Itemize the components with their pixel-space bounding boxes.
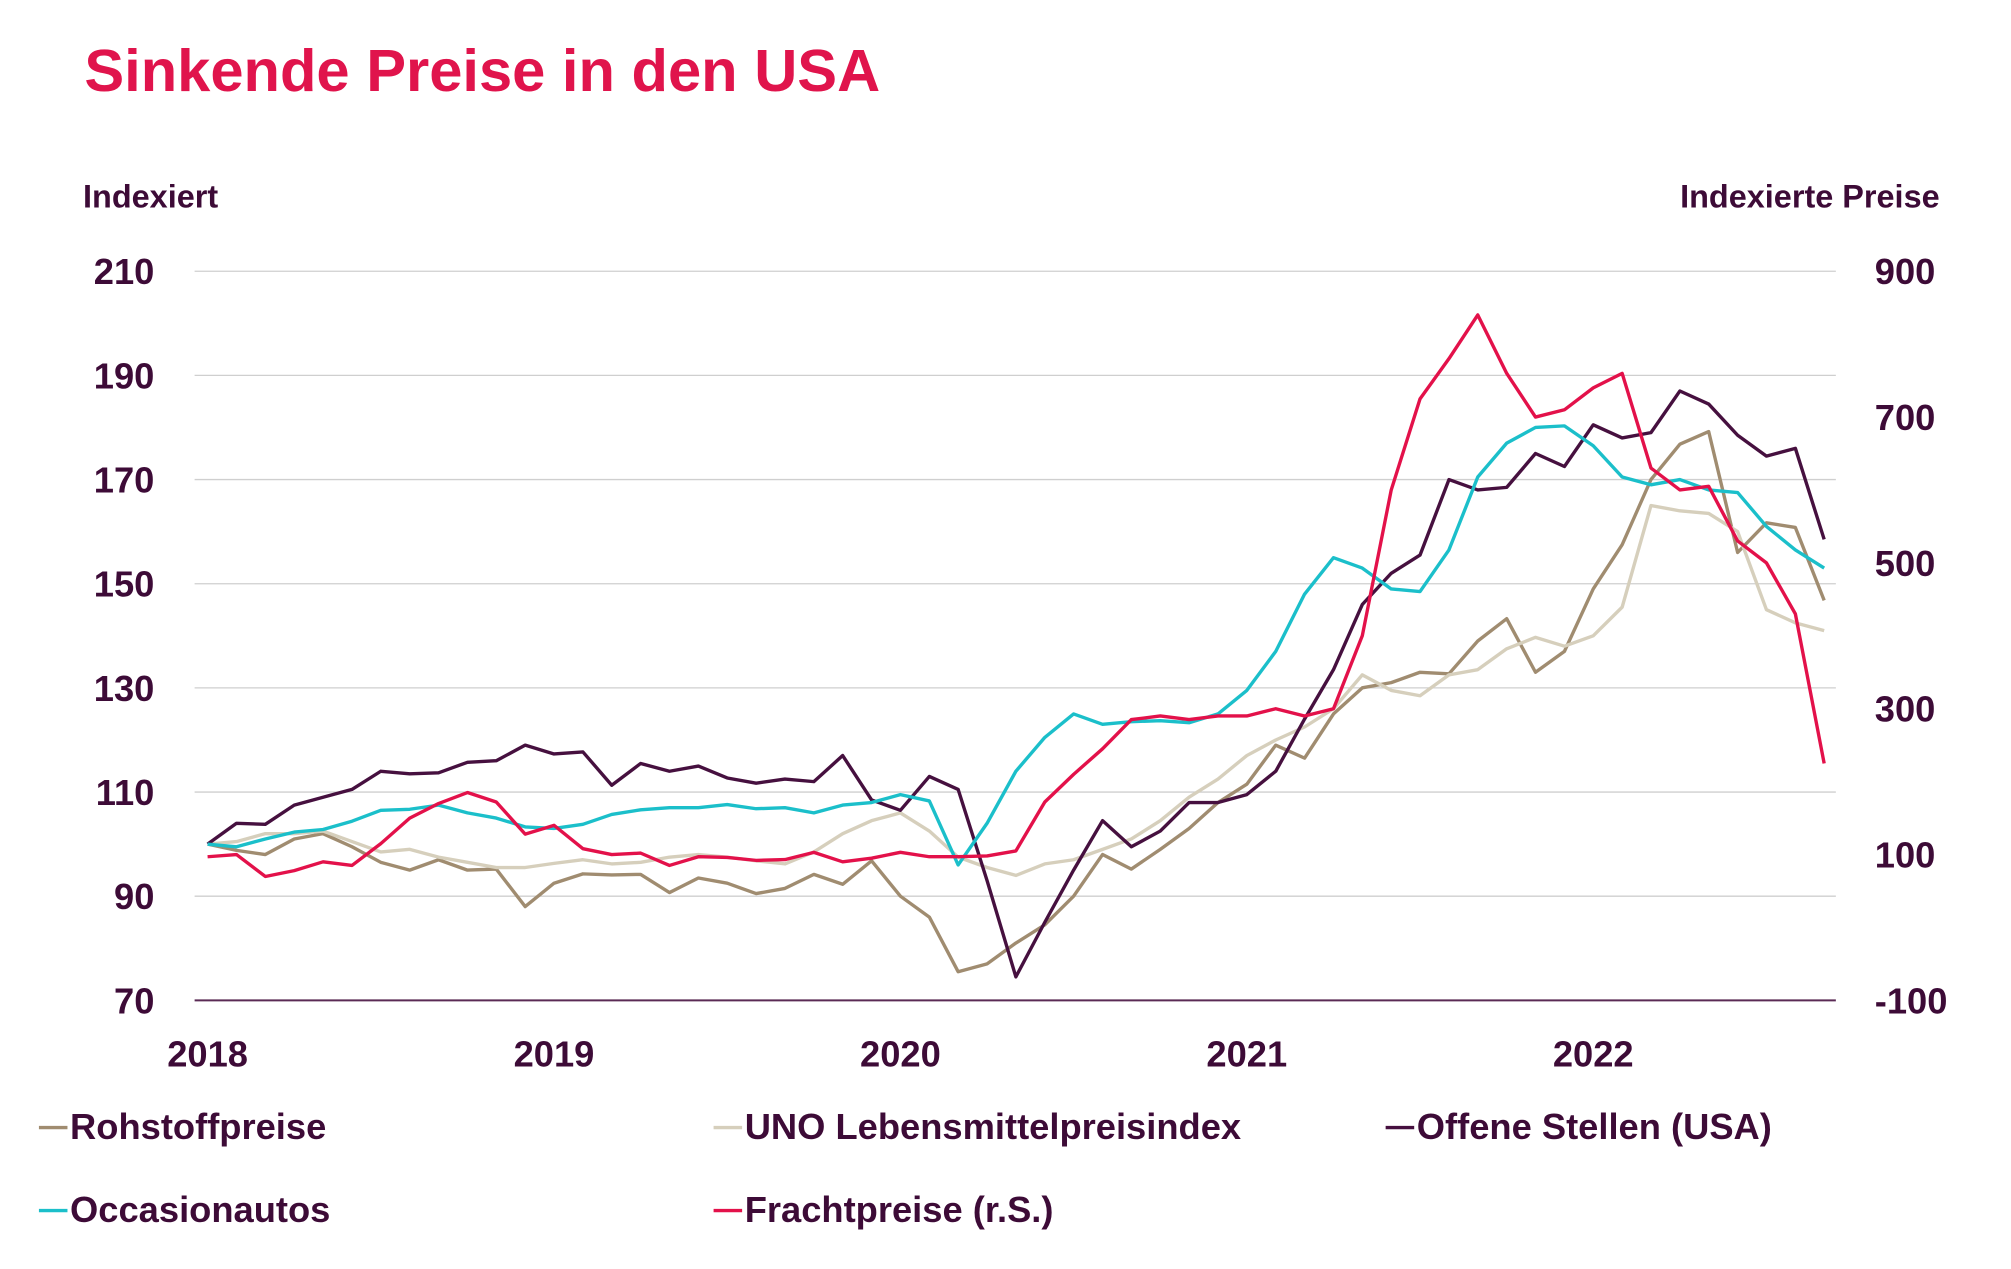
y-tick-label-right: 700 <box>1875 397 1936 438</box>
chart-title: Sinkende Preise in den USA <box>84 37 880 104</box>
axis-ticks: 210 190 170 150 130 110 90 70 900 700 500 300 100 -10… <box>94 251 1948 1074</box>
legend-label: Frachtpreise (r.S.) <box>745 1189 1054 1230</box>
series-lines <box>206 313 1826 979</box>
y-tick-label-right: 100 <box>1875 835 1936 876</box>
series-line-frachtpreise-r-s- <box>207 313 1826 879</box>
y-tick-label-right: 900 <box>1875 251 1936 292</box>
legend-label: Rohstoffpreise <box>70 1106 326 1147</box>
y-axis-label-left: Indexiert <box>83 179 218 215</box>
series-line-offene-stellen-usa- <box>206 389 1826 979</box>
y-tick-label-left: 150 <box>94 564 155 605</box>
y-tick-label-left: 210 <box>94 251 155 292</box>
legend-item: Offene Stellen (USA) <box>1385 1106 1772 1147</box>
x-tick-label: 2019 <box>514 1034 595 1075</box>
y-tick-label-left: 70 <box>114 980 154 1021</box>
legend: Rohstoffpreise UNO Lebensmittelpreisindex… <box>38 1106 1772 1230</box>
x-tick-label: 2020 <box>860 1034 941 1075</box>
series-line-uno-lebensmittelpreisindex <box>207 503 1825 878</box>
x-tick-label: 2021 <box>1206 1034 1287 1075</box>
y-tick-label-left: 170 <box>94 460 155 501</box>
y-tick-label-right: 300 <box>1875 689 1936 730</box>
legend-item: Frachtpreise (r.S.) <box>713 1189 1054 1230</box>
series-line-occasionautos <box>207 424 1826 867</box>
x-tick-label: 2018 <box>167 1034 248 1075</box>
legend-item: UNO Lebensmittelpreisindex <box>713 1106 1241 1147</box>
legend-label: Occasionautos <box>70 1189 330 1230</box>
legend-label: Offene Stellen (USA) <box>1417 1106 1772 1147</box>
x-tick-label: 2022 <box>1553 1034 1634 1075</box>
y-axis-label-right: Indexierte Preise <box>1680 179 1940 215</box>
y-tick-label-right: 500 <box>1875 543 1936 584</box>
y-tick-label-left: 130 <box>94 668 155 709</box>
y-tick-label-left: 90 <box>114 876 154 917</box>
legend-label: UNO Lebensmittelpreisindex <box>745 1106 1241 1147</box>
legend-item: Occasionautos <box>38 1189 330 1230</box>
y-tick-label-left: 110 <box>96 772 155 813</box>
y-tick-label-right: -100 <box>1875 980 1948 1021</box>
series-line-rohstoffpreise <box>207 429 1826 974</box>
legend-item: Rohstoffpreise <box>38 1106 326 1147</box>
y-tick-label-left: 190 <box>94 355 155 396</box>
